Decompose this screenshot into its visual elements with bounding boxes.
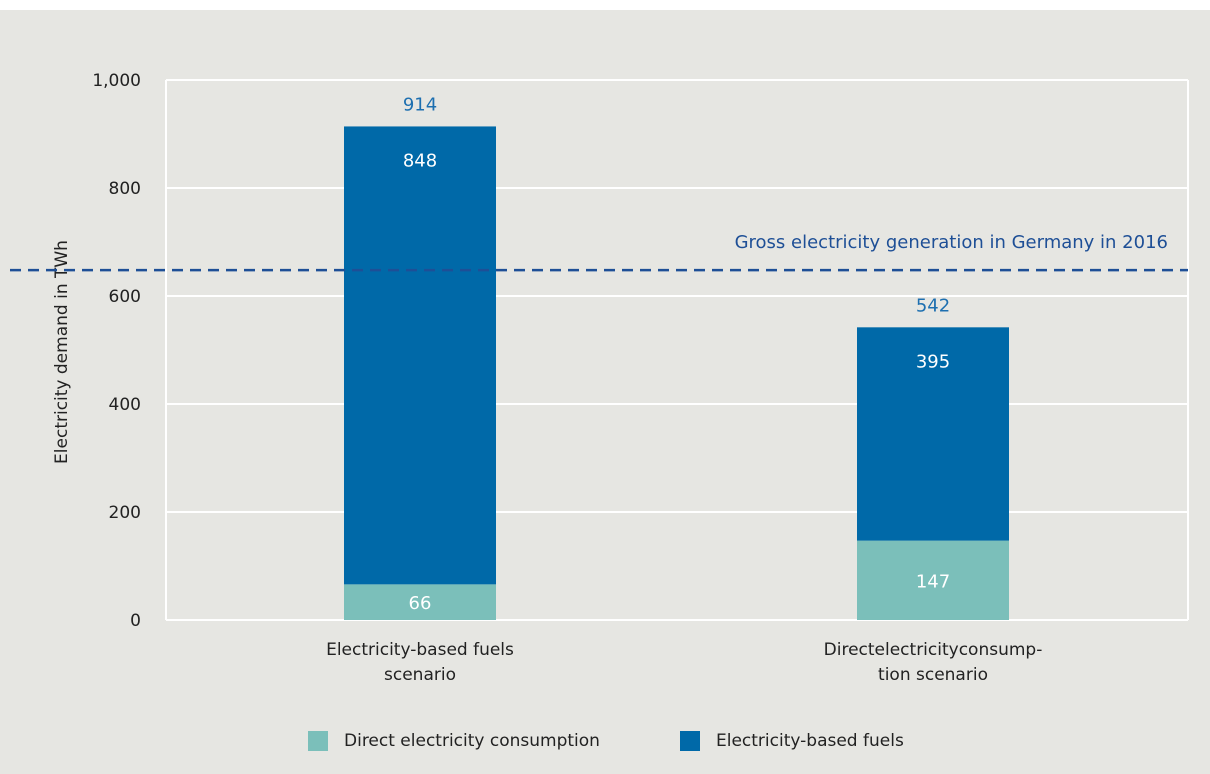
category-label: Electricity-based fuels bbox=[326, 640, 514, 660]
data-label: 395 bbox=[916, 351, 950, 372]
data-label: 147 bbox=[916, 571, 950, 592]
y-tick-label: 0 bbox=[130, 611, 141, 631]
bar-segment bbox=[344, 126, 496, 585]
legend-swatch-direct bbox=[308, 731, 328, 751]
reference-line-label: Gross electricity generation in Germany … bbox=[735, 232, 1168, 253]
y-tick-label: 400 bbox=[109, 395, 141, 415]
total-label: 914 bbox=[403, 94, 437, 115]
legend-item-fuels: Electricity-based fuels bbox=[680, 729, 904, 753]
total-label: 542 bbox=[916, 295, 950, 316]
legend: Direct electricity consumption bbox=[308, 729, 600, 753]
legend-swatch-fuels bbox=[680, 731, 700, 751]
legend-label-direct: Direct electricity consumption bbox=[344, 731, 600, 751]
legend-label-fuels: Electricity-based fuels bbox=[716, 731, 904, 751]
bar-segment bbox=[857, 327, 1009, 541]
bar-segment bbox=[344, 584, 496, 620]
category-label: Directelectricityconsump- bbox=[824, 640, 1043, 660]
y-axis-label: Electricity demand in TWh bbox=[52, 240, 72, 464]
category-label: tion scenario bbox=[878, 665, 988, 685]
category-label: scenario bbox=[384, 665, 456, 685]
data-label: 66 bbox=[409, 593, 432, 614]
y-tick-label: 1,000 bbox=[92, 71, 141, 91]
y-tick-label: 200 bbox=[109, 503, 141, 523]
data-label: 848 bbox=[403, 150, 437, 171]
y-tick-label: 800 bbox=[109, 179, 141, 199]
bar-segment bbox=[857, 540, 1009, 620]
y-tick-label: 600 bbox=[109, 287, 141, 307]
